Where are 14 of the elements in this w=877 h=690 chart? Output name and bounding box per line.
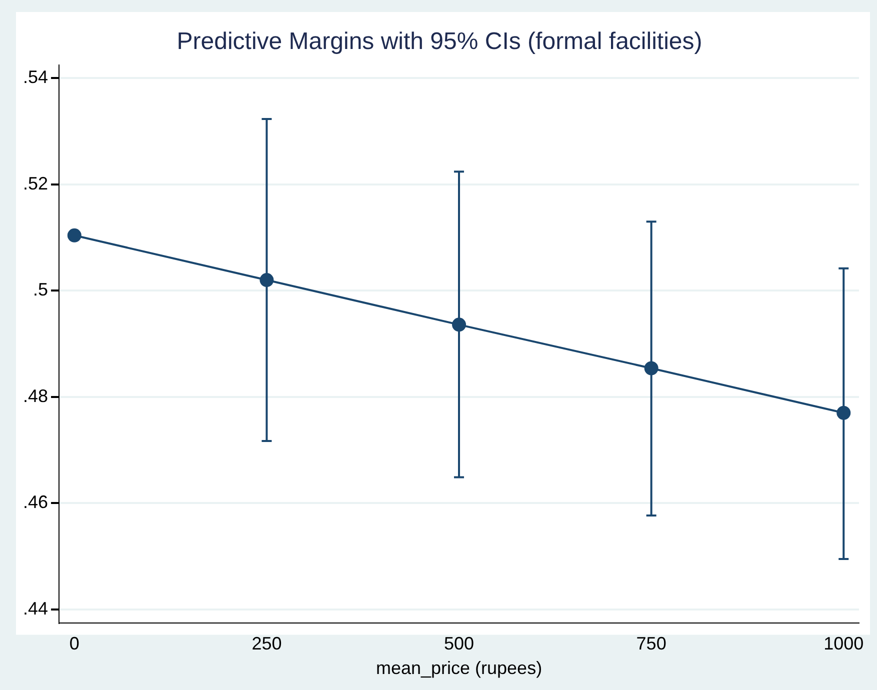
x-axis-title: mean_price (rupees) [376,658,542,678]
chart-title: Predictive Margins with 95% CIs (formal facilities) [176,28,702,56]
x-tick-label: 750 [636,634,666,654]
x-tick-label: 500 [444,634,474,654]
y-tick-label: .48 [22,386,48,406]
x-tick-label: 1000 [824,634,864,654]
y-tick-label: .46 [22,492,48,512]
y-tick-label: .5 [33,280,48,300]
y-tick-label: .44 [22,598,48,618]
y-tick-label: .52 [22,173,48,194]
x-tick-label: 0 [69,634,80,654]
x-tick-label: 250 [252,634,282,654]
point [67,228,82,242]
y-tick-label: .54 [22,67,48,88]
